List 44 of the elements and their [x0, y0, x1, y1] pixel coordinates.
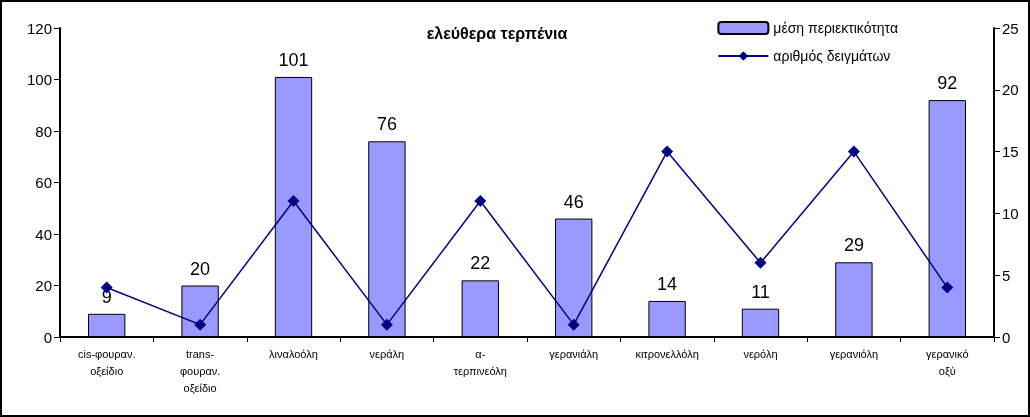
y2-tick-label: 15 [1002, 143, 1019, 161]
y2-tick-label: 20 [1002, 81, 1019, 99]
y-tick-label: 80 [35, 122, 52, 140]
x-tick-label: κιτρονελλόλη [635, 347, 699, 360]
point [941, 281, 954, 294]
x-tick-label: α- τερπινεόλη [453, 347, 507, 377]
data-label: 11 [751, 281, 770, 302]
data-label: 22 [470, 253, 491, 274]
data-label: 92 [937, 73, 958, 94]
y2-tick-label: 25 [1002, 19, 1019, 37]
x-tick-label: trans- φουραν. οξείδιο [179, 347, 221, 394]
y2-tick-label: 5 [1002, 266, 1011, 284]
y2-tick-label: 0 [1002, 328, 1011, 346]
y-tick-label: 100 [26, 71, 52, 88]
y-tick-label: 120 [26, 19, 52, 37]
y-tick-label: 20 [35, 277, 52, 294]
data-label: 46 [563, 191, 584, 212]
y-tick-label: 0 [43, 328, 52, 346]
x-tick-label: λιναλοόλη [269, 347, 318, 360]
legend-label: αριθμός δειγμάτων [773, 48, 891, 64]
data-label: 20 [190, 258, 211, 279]
point [661, 145, 674, 158]
x-tick-label: νεράλη [369, 347, 405, 360]
data-label: 101 [278, 49, 309, 70]
chart-title: ελεύθερα τερπένια [426, 24, 568, 42]
x-tick-label: νερόλη [743, 347, 778, 360]
data-label: 76 [376, 114, 397, 135]
y2-tick-label: 10 [1002, 204, 1019, 222]
point [847, 145, 860, 158]
point [380, 318, 393, 331]
data-label: 14 [657, 273, 678, 294]
point [287, 195, 300, 208]
point [567, 318, 580, 331]
point [194, 318, 207, 331]
data-label: 29 [843, 235, 864, 256]
y-tick-label: 60 [35, 174, 52, 191]
x-tick-label: γερανιάλη [549, 347, 599, 360]
point [754, 256, 767, 269]
x-tick-label: γερανικό οξύ [926, 347, 969, 377]
y-tick-label: 40 [35, 225, 52, 243]
x-tick-label: cis-φουραν. οξείδιο [77, 347, 136, 377]
x-tick-label: γερανιόλη [829, 347, 879, 360]
legend-label: μέση περιεκτικότητα [773, 20, 898, 36]
point [474, 195, 487, 208]
